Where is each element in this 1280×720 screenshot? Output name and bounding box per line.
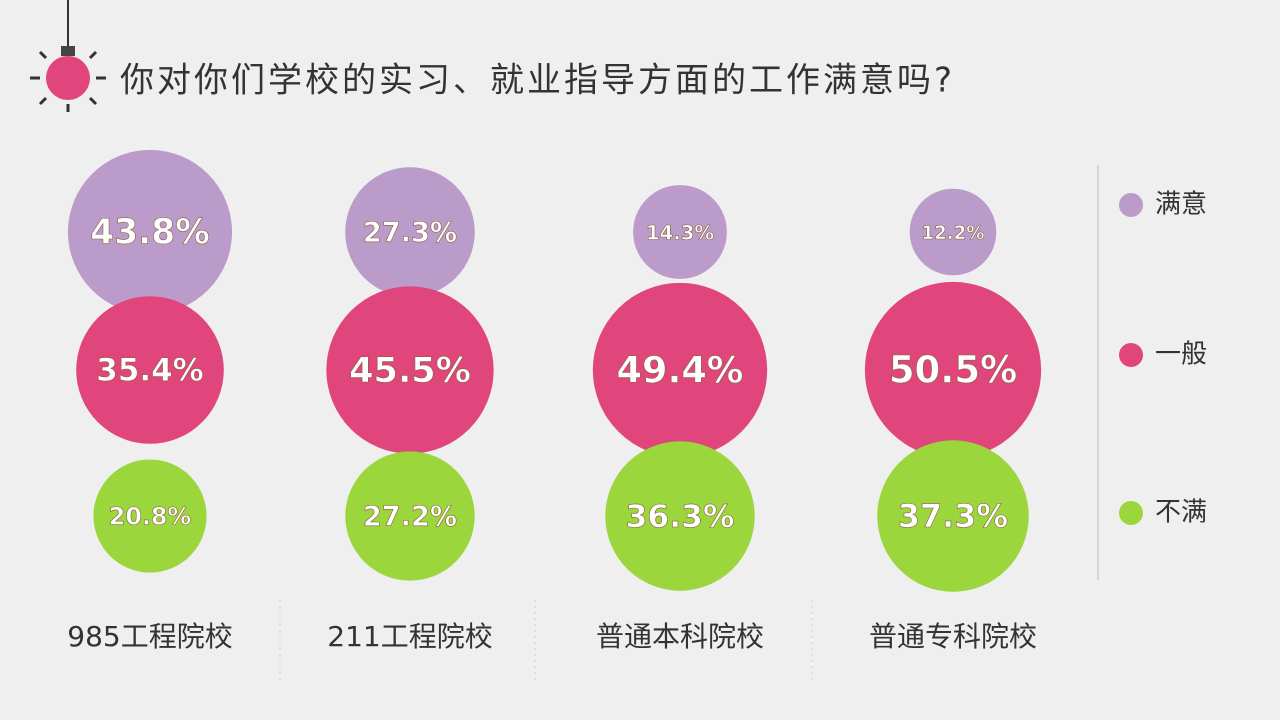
bubble — [345, 167, 475, 297]
legend-label: 不满 — [1155, 498, 1207, 528]
legend-label: 满意 — [1155, 190, 1207, 220]
legend-swatch — [1119, 193, 1143, 217]
bubble — [909, 188, 997, 276]
x-tick-label: 985工程院校 — [67, 620, 232, 653]
legend-swatch — [1119, 343, 1143, 367]
bubble — [592, 282, 768, 458]
bubble — [67, 149, 233, 315]
data-label: 14.3% — [646, 222, 715, 245]
x-tick-label: 普通本科院校 — [596, 620, 764, 653]
x-tick-label: 普通专科院校 — [869, 620, 1037, 653]
bubble — [605, 441, 755, 591]
data-label: 36.3% — [626, 499, 735, 535]
bubble — [877, 440, 1029, 592]
data-label: 35.4% — [96, 353, 203, 389]
data-label: 37.3% — [898, 498, 1008, 535]
bubble — [326, 286, 494, 454]
legend-label: 一般 — [1155, 340, 1207, 370]
bubble — [93, 459, 207, 573]
data-label: 12.2% — [921, 223, 984, 244]
bulb-icon — [30, 0, 106, 112]
data-label: 43.8% — [90, 213, 210, 253]
data-label: 20.8% — [109, 503, 192, 531]
bubble — [345, 451, 475, 581]
bubble — [76, 296, 224, 444]
x-tick-label: 211工程院校 — [327, 620, 492, 653]
data-label: 49.4% — [617, 349, 744, 392]
legend-swatch — [1119, 501, 1143, 525]
data-label: 45.5% — [349, 350, 471, 391]
chart-title: 你对你们学校的实习、就业指导方面的工作满意吗? — [120, 61, 955, 101]
data-label: 27.2% — [363, 502, 457, 533]
bubble — [633, 185, 727, 279]
data-label: 27.3% — [363, 218, 457, 249]
data-label: 50.5% — [889, 349, 1017, 392]
bubble — [864, 281, 1042, 459]
